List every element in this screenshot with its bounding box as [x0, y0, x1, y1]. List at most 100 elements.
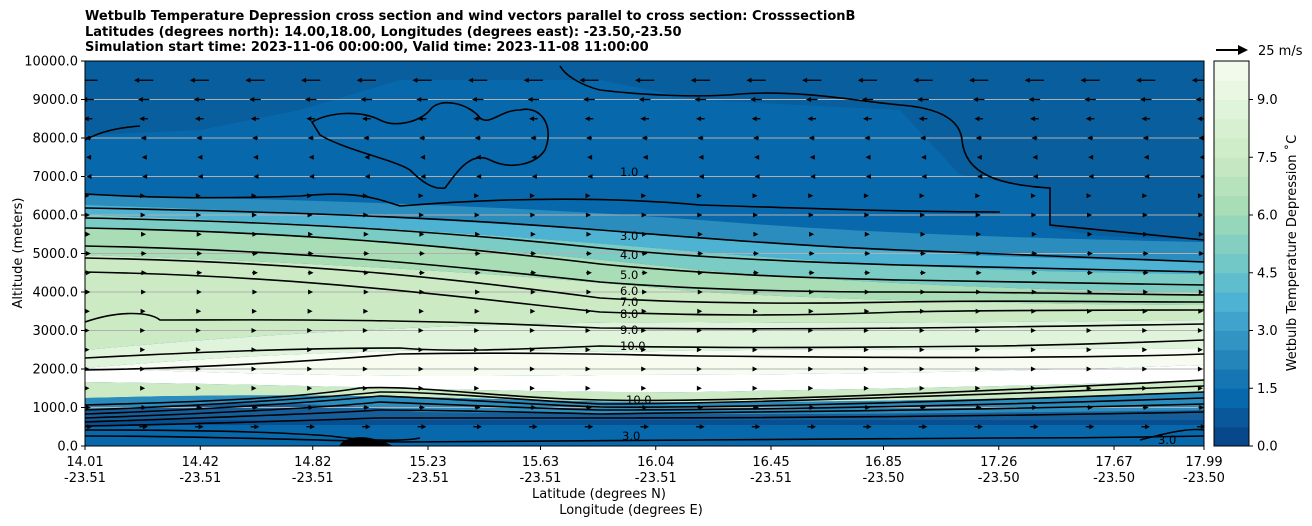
wind-vector-head — [251, 347, 257, 353]
wind-vector-head — [196, 135, 202, 141]
wind-vector-head — [195, 116, 201, 122]
wind-vector-head — [638, 97, 644, 102]
wind-vector-head — [419, 270, 425, 276]
wind-vector-head — [253, 174, 259, 179]
y-tick-label: 2000.0 — [33, 363, 79, 378]
wind-vector-head — [585, 347, 591, 353]
x-tick-lon-label: -23.50 — [1093, 471, 1135, 486]
wind-vector-head — [356, 77, 362, 83]
colorbar-swatch — [1214, 253, 1249, 274]
wind-vector-head — [974, 116, 980, 122]
wind-vector-head — [857, 77, 863, 83]
wind-vector-head — [975, 308, 981, 314]
wind-vector-head — [530, 135, 536, 141]
wind-vector-head — [1033, 424, 1039, 430]
wind-vector-head — [419, 405, 425, 410]
wind-vector-head — [642, 231, 648, 237]
wind-vector-head — [1198, 231, 1204, 237]
y-tick-label: 0.0 — [57, 440, 78, 455]
wind-vector-head — [250, 116, 256, 122]
wind-vector-head — [752, 385, 758, 391]
colorbar-swatch — [1214, 292, 1249, 312]
wind-vector-head — [641, 212, 647, 218]
wind-vector-head — [140, 193, 146, 199]
wind-vector-head — [1197, 385, 1203, 391]
wind-vector-head — [1024, 77, 1030, 83]
wind-vector-head — [308, 251, 314, 256]
wind-vector-head — [694, 97, 700, 102]
wind-vector-head — [586, 251, 592, 256]
y-axis: 0.0 1000.0 2000.0 3000.0 4000.0 5000.0 6000.0 7… — [24, 55, 85, 455]
wind-vector-head — [420, 154, 426, 160]
wind-vector-head — [85, 405, 91, 410]
wind-vector-head — [969, 77, 975, 83]
x-tick-lon-label: -23.51 — [292, 471, 334, 486]
wind-vector-head — [1087, 135, 1093, 141]
wind-vector-head — [921, 174, 927, 179]
wind-vector-head — [1032, 405, 1038, 410]
wind-vector-head — [1086, 308, 1092, 314]
contour-bl-4 — [85, 429, 421, 441]
wind-vector-head — [477, 424, 483, 430]
wind-vector-head — [362, 193, 368, 199]
wind-vector-head — [529, 347, 535, 353]
wind-vector-head — [254, 424, 260, 430]
wind-vector-head — [1030, 347, 1036, 353]
wind-vector-head — [1143, 289, 1149, 295]
contour-bl-10 — [85, 379, 1204, 406]
wind-vector-head — [87, 424, 93, 430]
wind-vector-head — [1030, 366, 1036, 372]
wind-vector-head — [140, 135, 146, 141]
wind-vector-head — [531, 405, 537, 410]
wind-vector-head — [475, 154, 481, 160]
y-tick-label: 8000.0 — [33, 132, 79, 147]
wind-vector-head — [1031, 308, 1037, 314]
wind-vector-head — [583, 97, 589, 102]
contour-5 — [85, 227, 1204, 286]
wind-vector-head — [142, 174, 148, 179]
x-axis-label-lon: Longitude (degrees E) — [559, 503, 703, 518]
colorbar-swatch — [1214, 349, 1249, 370]
wind-vector-head — [252, 251, 258, 256]
wind-vector-head — [307, 328, 313, 333]
x-tick-lon-label: -23.51 — [635, 471, 677, 486]
wind-vector-head — [362, 385, 368, 391]
wind-vector-head — [474, 212, 480, 218]
wind-vector-head — [196, 231, 202, 237]
wind-vector-head — [473, 116, 479, 122]
contour-bl-7 — [85, 397, 1204, 419]
wind-vector-head — [530, 212, 536, 218]
wind-vector-head — [363, 308, 369, 314]
wind-vector-head — [310, 424, 316, 430]
wind-vector-head — [1199, 405, 1204, 410]
wind-vector-head — [306, 116, 312, 122]
x-tick-lon-label: -23.50 — [978, 471, 1020, 486]
wind-vector-head — [697, 231, 703, 237]
wind-vector-head — [304, 97, 310, 102]
wind-vector-head — [641, 308, 647, 314]
wind-vector-head — [696, 347, 702, 353]
wind-vector-head — [474, 135, 480, 141]
wind-vector-head — [1142, 385, 1148, 391]
wind-vector-head — [197, 154, 203, 160]
wind-vector-head — [309, 174, 315, 179]
wind-vector-head — [1143, 405, 1149, 410]
x-tick-lat-label: 14.82 — [294, 455, 331, 470]
wind-vector-head — [308, 231, 314, 237]
wind-vector-head — [635, 77, 641, 83]
wind-vector-head — [416, 97, 422, 102]
wind-vector-head — [1199, 154, 1204, 160]
x-tick-lat-label: 14.42 — [182, 455, 219, 470]
wind-vector-head — [863, 385, 869, 391]
wind-vector-head — [252, 231, 258, 237]
wind-vector-head — [752, 308, 758, 314]
x-tick-lat-label: 17.26 — [980, 455, 1017, 470]
contour-1-lower — [85, 193, 1001, 213]
wind-vector-head — [975, 328, 981, 333]
wind-vector-head — [1084, 97, 1090, 102]
wind-vector-head — [363, 231, 369, 237]
wind-vector-head — [802, 77, 808, 83]
wind-vector-head — [805, 97, 811, 102]
wind-vector-head — [1198, 289, 1204, 295]
wind-vector-head — [1086, 212, 1092, 218]
